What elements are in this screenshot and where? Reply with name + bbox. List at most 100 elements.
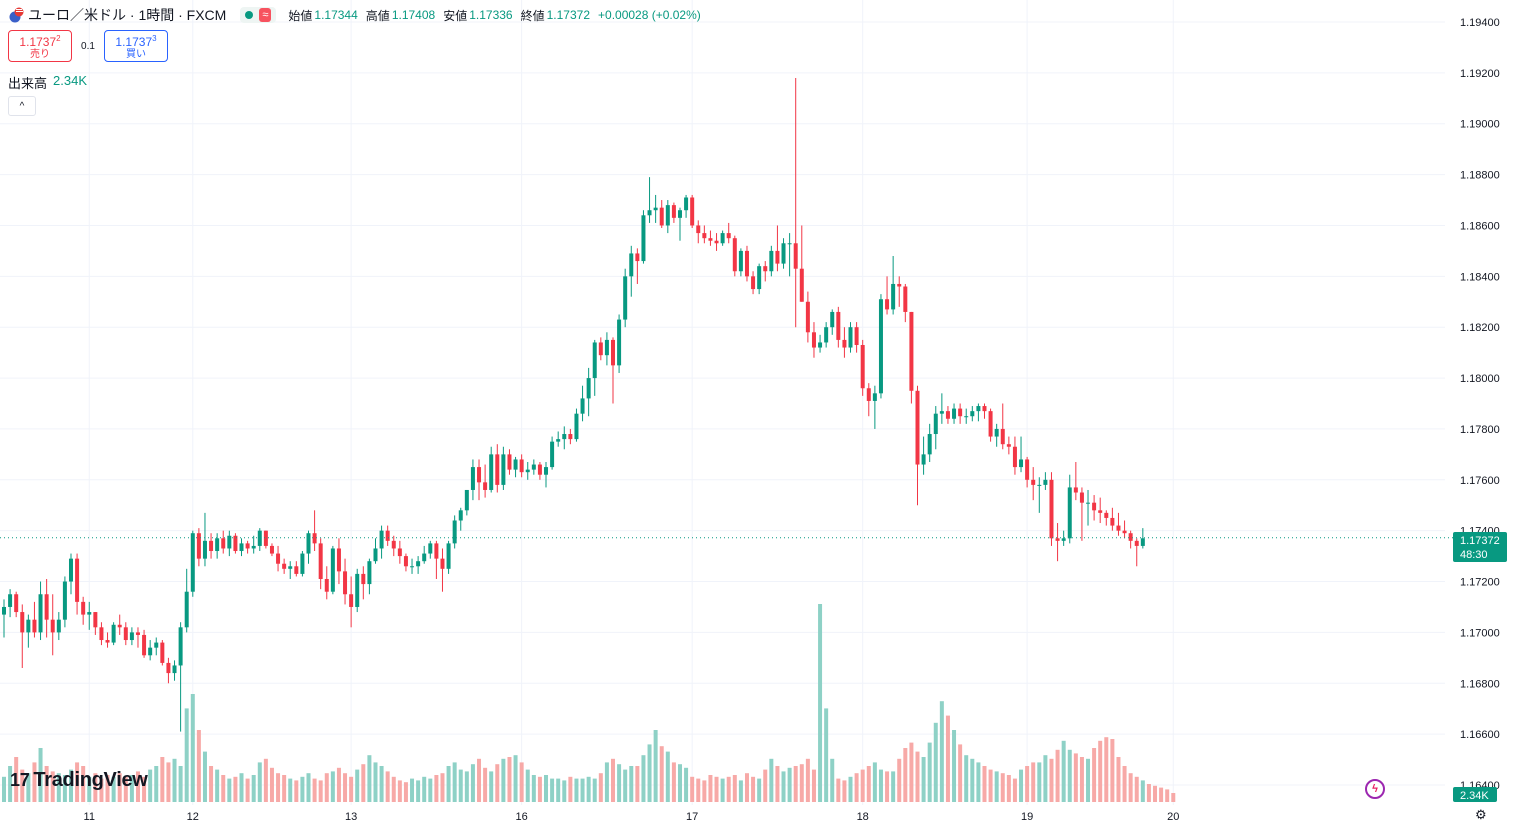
- volume-bar: [866, 766, 871, 802]
- volume-bar: [99, 778, 104, 802]
- volume-bar: [1073, 753, 1078, 802]
- volume-bar: [215, 769, 220, 802]
- price-axis[interactable]: 1.19400 1.19200 1.19000 1.18800 1.18600 1.184…: [1460, 17, 1500, 792]
- volume-bar: [294, 780, 299, 802]
- volume-bar: [336, 767, 341, 802]
- volume-bar: [196, 730, 201, 802]
- volume-bar: [623, 769, 628, 802]
- candle-body: [872, 393, 877, 401]
- volume-bar: [677, 764, 682, 802]
- trade-panel: 1.17372 売り 0.1 1.17373 買い: [8, 30, 168, 62]
- volume-bar: [209, 766, 214, 802]
- candle-body: [483, 482, 488, 490]
- volume-bar: [87, 776, 92, 802]
- candle-body: [117, 624, 122, 628]
- volume-bar: [617, 764, 622, 802]
- volume-bar: [1104, 737, 1109, 802]
- volume-bar: [574, 778, 579, 802]
- buy-price: 1.1737: [115, 34, 153, 49]
- market-open-dot-icon: [245, 11, 254, 19]
- volume-bar: [507, 757, 512, 802]
- y-tick-label: 1.18000: [1460, 373, 1500, 385]
- volume-bar: [1122, 766, 1127, 802]
- candle-body: [306, 533, 311, 554]
- candle-body: [26, 619, 31, 633]
- candle-body: [860, 345, 865, 389]
- lightning-icon[interactable]: ϟ: [1365, 779, 1385, 799]
- candle-body: [604, 339, 609, 356]
- candle-body: [62, 581, 67, 620]
- volume-bar: [945, 715, 950, 802]
- candle-body: [312, 533, 317, 544]
- candle-body: [775, 250, 780, 264]
- candlesticks: [2, 77, 1145, 732]
- candle-body: [623, 276, 628, 320]
- volume-bar: [751, 776, 756, 802]
- settings-gear-icon[interactable]: ⚙: [1475, 807, 1487, 822]
- candle-body: [513, 459, 518, 470]
- candle-body: [744, 250, 749, 277]
- candle-body: [586, 378, 591, 399]
- sell-button[interactable]: 1.17372 売り: [8, 30, 72, 62]
- volume-bar: [1140, 780, 1145, 802]
- tradingview-logo[interactable]: 17 TradingView: [10, 769, 148, 792]
- volume-axis-value: 2.34K: [1460, 790, 1489, 802]
- volume-bar: [1098, 740, 1103, 802]
- volume-bar: [44, 766, 49, 802]
- candle-body: [878, 299, 883, 394]
- volume-bar: [531, 775, 536, 802]
- candle-body: [641, 215, 646, 262]
- volume-bar: [477, 758, 482, 802]
- volume-bar: [330, 771, 335, 802]
- volume-bar: [148, 769, 153, 802]
- volume-bar: [878, 769, 883, 802]
- volume-bar: [744, 773, 749, 802]
- candle-body: [239, 543, 244, 552]
- market-status[interactable]: ≈: [240, 7, 277, 23]
- volume-legend[interactable]: 出来高 2.34K: [8, 73, 87, 92]
- candle-body: [708, 238, 713, 241]
- candle-body: [598, 342, 603, 356]
- candle-body: [75, 558, 80, 602]
- symbol-legend[interactable]: ユーロ／米ドル · 1時間 · FXCM ≈ 始値 1.17344 高値 1.1…: [8, 5, 709, 25]
- volume-value: 2.34K: [53, 73, 87, 88]
- volume-bar: [300, 776, 305, 802]
- symbol-title[interactable]: ユーロ／米ドル · 1時間 · FXCM: [28, 7, 227, 23]
- candle-body: [489, 454, 494, 490]
- candle-body: [1134, 540, 1139, 546]
- candle-body: [178, 627, 183, 666]
- volume-bar: [464, 771, 469, 802]
- collapse-legend-button[interactable]: ^: [8, 96, 36, 116]
- volume-bar: [732, 775, 737, 802]
- volume-bar: [854, 773, 859, 802]
- candle-body: [1019, 459, 1024, 468]
- volume-bar: [915, 751, 920, 802]
- candle-body: [251, 545, 256, 549]
- candle-body: [135, 632, 140, 635]
- time-axis[interactable]: 11 12 13 16 17 18 19 20: [84, 811, 1180, 823]
- volume-bar: [726, 776, 731, 802]
- candle-body: [647, 210, 652, 216]
- volume-bar: [1153, 785, 1158, 802]
- candle-body: [1140, 538, 1145, 546]
- candle-body: [452, 520, 457, 544]
- volume-bar: [586, 776, 591, 802]
- candle-body: [665, 205, 670, 226]
- candle-body: [818, 342, 823, 348]
- volume-bar: [32, 762, 37, 802]
- volume-bar: [81, 766, 86, 802]
- buy-button[interactable]: 1.17373 買い: [104, 30, 168, 62]
- volume-bar: [1025, 766, 1030, 802]
- candle-body: [458, 510, 463, 521]
- candle-body: [440, 558, 445, 569]
- volume-bar: [38, 748, 43, 802]
- volume-bar: [1086, 758, 1091, 802]
- candle-body: [294, 566, 299, 574]
- candle-body: [939, 411, 944, 414]
- volume-bar: [757, 778, 762, 802]
- candle-body: [574, 413, 579, 440]
- candle-body: [757, 266, 762, 290]
- candle-body: [976, 406, 981, 412]
- candle-body: [105, 640, 110, 643]
